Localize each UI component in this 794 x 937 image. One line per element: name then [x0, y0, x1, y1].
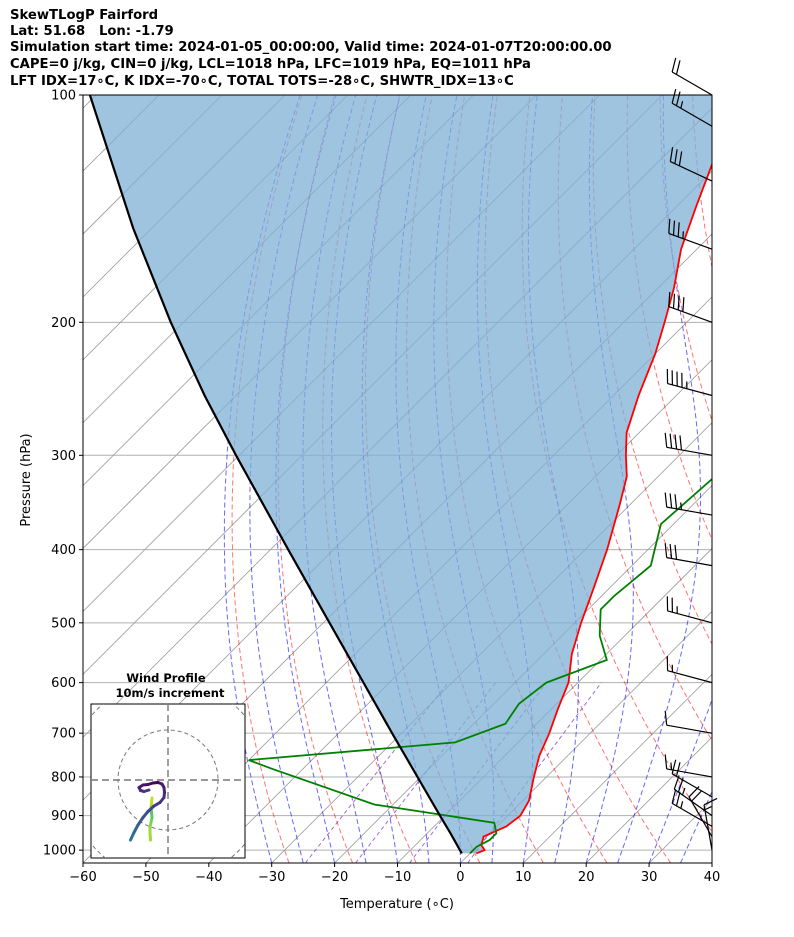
x-tick-label: 10	[515, 870, 532, 885]
wind-barb	[666, 596, 713, 624]
parcel-profile	[88, 95, 463, 854]
x-tick-label: −60	[69, 870, 96, 885]
axis-ticks: −60 −50 −40 −30 −20 −10 0 10 20 30 40 100 200 300 400 5…	[43, 89, 720, 886]
title-line-5: LFT IDX=17∘C, K IDX=-70∘C, TOTAL TOTS=-2…	[10, 74, 514, 89]
wind-barb	[664, 492, 713, 516]
x-tick-label: −10	[384, 870, 411, 885]
y-axis-label: Pressure (hPa)	[19, 433, 34, 526]
mixing-ratio-line	[304, 682, 449, 863]
x-tick-label: 0	[456, 870, 464, 885]
y-tick-label: 500	[51, 616, 76, 631]
moist-adiabat	[617, 95, 701, 863]
y-tick-label: 200	[51, 316, 76, 331]
wind-barb	[703, 797, 718, 851]
y-tick-label: 400	[51, 543, 76, 558]
wind-barb	[671, 759, 713, 798]
isotherm	[775, 95, 794, 863]
y-tick-label: 100	[51, 89, 76, 104]
wind-barb	[664, 543, 713, 567]
x-tick-label: −50	[132, 870, 159, 885]
moist-adiabat	[648, 698, 712, 863]
x-tick-label: −40	[195, 870, 222, 885]
title-line-4: CAPE=0 j/kg, CIN=0 j/kg, LCL=1018 hPa, L…	[10, 57, 531, 72]
dry-adiabat	[626, 95, 712, 541]
hodograph-title: Wind Profile	[126, 671, 206, 685]
hodograph-subtitle: 10m/s increment	[116, 686, 225, 700]
wind-barb	[664, 432, 713, 456]
mixing-ratio-line	[467, 682, 602, 863]
wind-barb	[671, 88, 713, 127]
title-line-3: Simulation start time: 2024-01-05_00:00:…	[10, 40, 612, 55]
wind-barb	[666, 656, 713, 684]
x-tick-label: −20	[321, 870, 348, 885]
y-tick-label: 800	[51, 770, 76, 785]
x-tick-label: −30	[258, 870, 285, 885]
wind-barb	[671, 57, 713, 96]
isotherm	[711, 862, 712, 863]
isotherm	[460, 610, 712, 863]
title-line-1: SkewTLogP Fairford	[10, 8, 159, 23]
moist-adiabat	[223, 95, 301, 863]
y-tick-label: 900	[51, 809, 76, 824]
wind-barb	[668, 218, 713, 250]
x-axis-label: Temperature (∘C)	[339, 897, 454, 912]
wind-barbs	[664, 57, 718, 851]
y-tick-label: 300	[51, 449, 76, 464]
hodograph-segment	[142, 788, 151, 793]
wind-barb	[664, 710, 713, 734]
hodograph	[90, 703, 246, 859]
dry-adiabat	[758, 95, 794, 863]
wind-barb	[668, 292, 713, 323]
cape-cin-fill	[89, 95, 712, 854]
isotherm	[83, 95, 223, 235]
mixing-ratio-line	[355, 682, 497, 863]
wind-barb	[673, 775, 713, 817]
wind-barb	[669, 147, 713, 182]
y-tick-label: 1000	[43, 844, 76, 859]
title-line-2: Lat: 51.68 Lon: -1.79	[10, 24, 174, 39]
hodograph-segment	[136, 816, 145, 827]
dry-adiabat	[725, 95, 794, 863]
wind-barb	[666, 369, 713, 397]
y-tick-label: 600	[51, 676, 76, 691]
isotherm	[83, 95, 97, 109]
dry-adiabat	[692, 95, 712, 270]
x-tick-label: 40	[704, 870, 721, 885]
hodograph-segment	[150, 796, 154, 804]
moist-adiabat	[680, 790, 712, 863]
dewpoint-profile	[248, 477, 712, 855]
wind-barb	[664, 754, 713, 778]
x-tick-label: 20	[578, 870, 595, 885]
moist-adiabat	[711, 861, 712, 863]
dry-adiabat	[790, 95, 794, 863]
wind-barb	[671, 789, 713, 827]
x-tick-label: 30	[641, 870, 658, 885]
y-tick-label: 700	[51, 727, 76, 742]
